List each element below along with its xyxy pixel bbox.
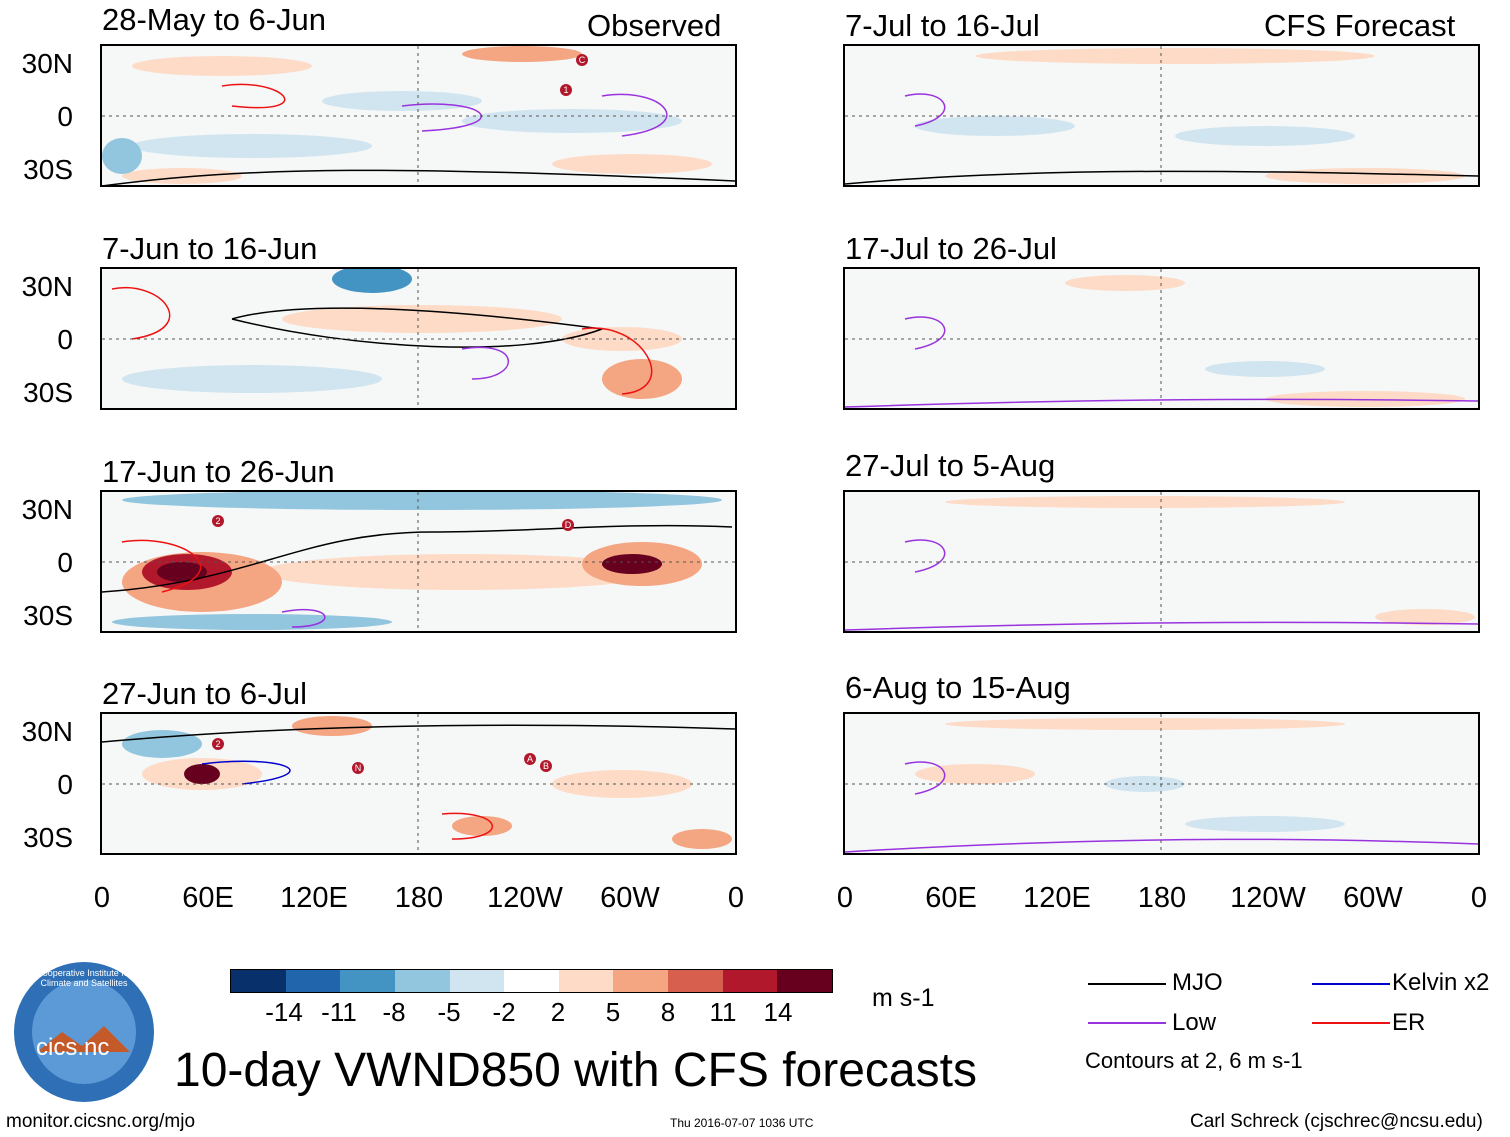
storm-marker-1: 1 [560, 84, 572, 96]
storm-marker-2b: 2 [212, 738, 224, 750]
colorbar-tick: -14 [265, 997, 303, 1027]
forecast-label: CFS Forecast [1264, 8, 1456, 43]
lat-label-30n: 30N [21, 48, 73, 79]
cics-logo [12, 960, 156, 1104]
observed-panel-4-title: 27-Jun to 6-Jul [102, 676, 308, 711]
storm-marker-b: B [540, 760, 552, 772]
legend-low-line [1088, 1022, 1166, 1024]
observed-panel-1-title: 28-May to 6-Jun [102, 2, 326, 37]
forecast-map-1 [843, 44, 1480, 187]
legend-low-label: Low [1172, 1009, 1217, 1036]
lon-label: 60W [600, 882, 660, 914]
colorbar-swatch [504, 970, 559, 992]
observed-map-3 [100, 490, 737, 633]
forecast-panel-3-title: 27-Jul to 5-Aug [845, 448, 1056, 483]
colorbar-tick: 14 [763, 997, 793, 1027]
forecast-map-4 [843, 712, 1480, 855]
colorbar-swatch [722, 970, 778, 992]
lat-label-30s: 30S [23, 377, 73, 408]
colorbar [230, 969, 833, 993]
colorbar-swatch [777, 970, 833, 992]
colorbar-swatch [340, 970, 395, 992]
colorbar-swatch [394, 970, 450, 992]
storm-marker-c: C [576, 54, 588, 66]
lon-label: 180 [394, 882, 444, 914]
lon-label: 120W [487, 882, 563, 914]
lon-label: 0 [727, 882, 745, 914]
lat-label-30n: 30N [21, 716, 73, 747]
lat-label-eq: 0 [57, 769, 73, 800]
legend-kelvin-line [1312, 983, 1390, 985]
lon-label: 0 [1470, 882, 1488, 914]
colorbar-tick: -8 [382, 997, 406, 1027]
colorbar-tick: -11 [321, 997, 357, 1027]
lon-label: 180 [1137, 882, 1187, 914]
colorbar-tick: 8 [660, 997, 676, 1027]
colorbar-swatch [285, 970, 341, 992]
colorbar-tick: 5 [605, 997, 621, 1027]
legend-note: Contours at 2, 6 m s-1 [1085, 1048, 1303, 1073]
storm-marker-n: N [352, 762, 364, 774]
lon-label: 0 [836, 882, 854, 914]
footer-timestamp: Thu 2016-07-07 1036 UTC [670, 1116, 814, 1130]
observed-panel-2-title: 7-Jun to 16-Jun [102, 231, 318, 266]
logo-text: cics.nc [36, 1034, 110, 1061]
lon-label: 60E [925, 882, 977, 914]
legend-mjo-line [1088, 983, 1166, 985]
lon-label: 120E [1023, 882, 1091, 914]
lon-label: 120E [280, 882, 348, 914]
forecast-map-2 [843, 267, 1480, 410]
lat-label-30n: 30N [21, 271, 73, 302]
observed-panel-3-title: 17-Jun to 26-Jun [102, 454, 335, 489]
colorbar-units: m s-1 [872, 984, 935, 1012]
colorbar-swatch [613, 970, 669, 992]
observed-label: Observed [587, 8, 722, 43]
colorbar-tick: 2 [550, 997, 566, 1027]
colorbar-tick: -2 [492, 997, 516, 1027]
colorbar-swatch [449, 970, 505, 992]
lat-label-30s: 30S [23, 154, 73, 185]
forecast-panel-1-title: 7-Jul to 16-Jul [845, 8, 1040, 43]
colorbar-tick: 11 [709, 997, 737, 1027]
storm-marker-d: D [562, 519, 574, 531]
legend-er-label: ER [1392, 1009, 1426, 1036]
forecast-panel-4-title: 6-Aug to 15-Aug [845, 670, 1071, 705]
lon-label: 60W [1343, 882, 1403, 914]
colorbar-tick: -5 [437, 997, 461, 1027]
observed-map-1 [100, 44, 737, 187]
storm-marker-a: A [524, 753, 536, 765]
colorbar-swatch [668, 970, 723, 992]
lon-label: 60E [182, 882, 234, 914]
logo-ring-text: Cooperative Institute for Climate and Sa… [36, 968, 132, 988]
lat-label-eq: 0 [57, 101, 73, 132]
forecast-map-3 [843, 490, 1480, 633]
footer-url[interactable]: monitor.cicsnc.org/mjo [6, 1111, 196, 1132]
lat-label-eq: 0 [57, 324, 73, 355]
lat-label-30s: 30S [23, 822, 73, 853]
legend-kelvin-label: Kelvin x2 [1392, 969, 1490, 996]
observed-map-2 [100, 267, 737, 410]
main-title: 10-day VWND850 with CFS forecasts [174, 1044, 977, 1097]
lon-label: 120W [1230, 882, 1306, 914]
observed-map-4 [100, 712, 737, 855]
footer-author: Carl Schreck (cjschrec@ncsu.edu) [1190, 1111, 1483, 1132]
colorbar-swatch [558, 970, 614, 992]
legend-er-line [1312, 1022, 1390, 1024]
lat-label-30s: 30S [23, 600, 73, 631]
forecast-panel-2-title: 17-Jul to 26-Jul [845, 231, 1057, 266]
colorbar-swatch [231, 970, 286, 992]
storm-marker-2: 2 [212, 515, 224, 527]
lat-label-eq: 0 [57, 547, 73, 578]
legend-mjo-label: MJO [1172, 969, 1223, 996]
lat-label-30n: 30N [21, 494, 73, 525]
lon-label: 0 [93, 882, 111, 914]
